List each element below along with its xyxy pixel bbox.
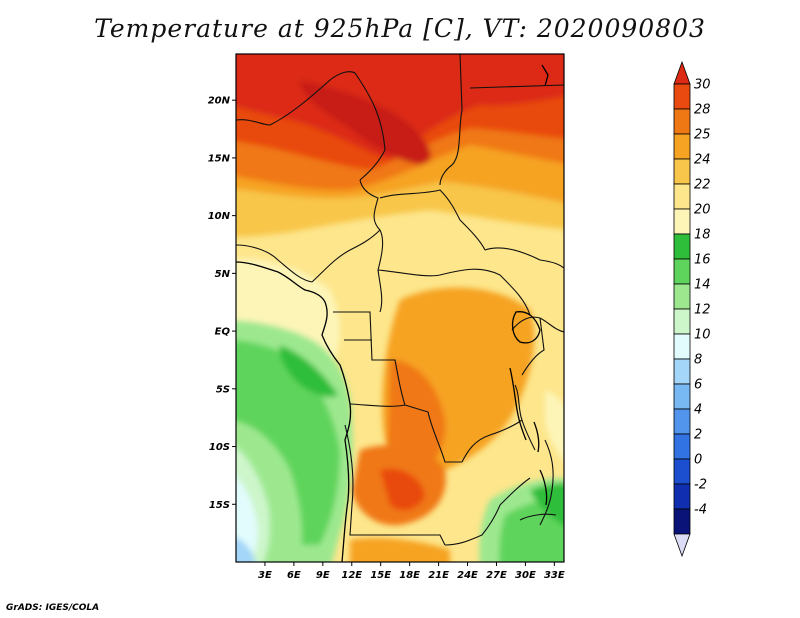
colorbar-segment: [673, 483, 691, 510]
colorbar-segment: [673, 333, 691, 360]
colorbar-label: 18: [694, 228, 711, 243]
colorbar-label: 4: [694, 403, 702, 418]
colorbar-label: 16: [694, 253, 711, 268]
lat-tick-label: 5N: [215, 269, 231, 280]
lat-tick-label: 15N: [208, 153, 231, 164]
colorbar-label: 24: [694, 153, 711, 168]
colorbar-segment: [673, 258, 691, 285]
colorbar-segment: [673, 433, 691, 460]
colorbar-segment: [673, 383, 691, 410]
lon-tick-label: 21E: [428, 570, 449, 581]
lat-tick-label: 5S: [216, 384, 230, 395]
lon-tick-label: 9E: [316, 570, 330, 581]
colorbar-label: 22: [694, 178, 711, 193]
colorbar-label: 8: [694, 353, 702, 368]
colorbar-label: 25: [694, 128, 711, 143]
lat-tick-label: 10S: [209, 442, 230, 453]
lat-tick-label: EQ: [215, 327, 231, 338]
latitude-axis: 20N 15N 10N 5N EQ 5S 10S 15S: [208, 96, 236, 511]
lon-tick-label: 30E: [515, 570, 536, 581]
colorbar-segment: [673, 283, 691, 310]
colorbar-label: 30: [694, 78, 711, 93]
colorbar-label: 28: [694, 103, 711, 118]
colorbar-label: 6: [694, 378, 702, 393]
colorbar-min-arrow: [673, 533, 691, 558]
coastlines: [236, 64, 549, 562]
lat-tick-label: 10N: [208, 211, 231, 222]
colorbar-max-arrow: [673, 60, 691, 85]
colorbar-label: 12: [694, 303, 711, 318]
lon-tick-label: 24E: [457, 570, 478, 581]
colorbar-segment: [673, 358, 691, 385]
colorbar-segment: [673, 83, 691, 110]
colorbar-segment: [673, 408, 691, 435]
colorbar-label: 20: [694, 203, 711, 218]
country-borders: [236, 54, 564, 546]
colorbar-segment: [673, 158, 691, 185]
colorbar-segment: [673, 233, 691, 260]
colorbar-label: 2: [694, 428, 702, 443]
lon-tick-label: 6E: [287, 570, 301, 581]
colorbar-segment: [673, 133, 691, 160]
colorbar-segment: [673, 208, 691, 235]
lat-tick-label: 15S: [209, 500, 230, 511]
lon-tick-label: 3E: [258, 570, 272, 581]
lon-tick-label: 33E: [544, 570, 565, 581]
colorbar-segment: [673, 108, 691, 135]
colorbar-label: 14: [694, 278, 711, 293]
colorbar-label: -4: [694, 503, 707, 518]
colorbar-label: -2: [694, 478, 707, 493]
colorbar-segment: [673, 458, 691, 485]
lon-tick-label: 15E: [370, 570, 391, 581]
map-frame: [235, 53, 565, 563]
lat-tick-label: 20N: [208, 96, 231, 107]
colorbar-segment: [673, 508, 691, 535]
footer-credit: GrADS: IGES/COLA: [6, 603, 100, 613]
lon-tick-label: 27E: [486, 570, 507, 581]
map-figure: 20N 15N 10N 5N EQ 5S 10S 15S 3E 6E 9E 12E 15E 18E 21E…: [208, 53, 711, 581]
longitude-axis: 3E 6E 9E 12E 15E 18E 21E 24E 27E 30E 33E: [258, 562, 565, 581]
colorbar-segment: [673, 183, 691, 210]
lon-tick-label: 12E: [341, 570, 362, 581]
lon-tick-label: 18E: [399, 570, 420, 581]
colorbar-label: 0: [694, 453, 702, 468]
map-title: Temperature at 925hPa [C], VT: 202009080…: [94, 14, 706, 43]
temperature-field: [236, 54, 564, 562]
colorbar-segment: [673, 308, 691, 335]
colorbar-label: 10: [694, 328, 711, 343]
